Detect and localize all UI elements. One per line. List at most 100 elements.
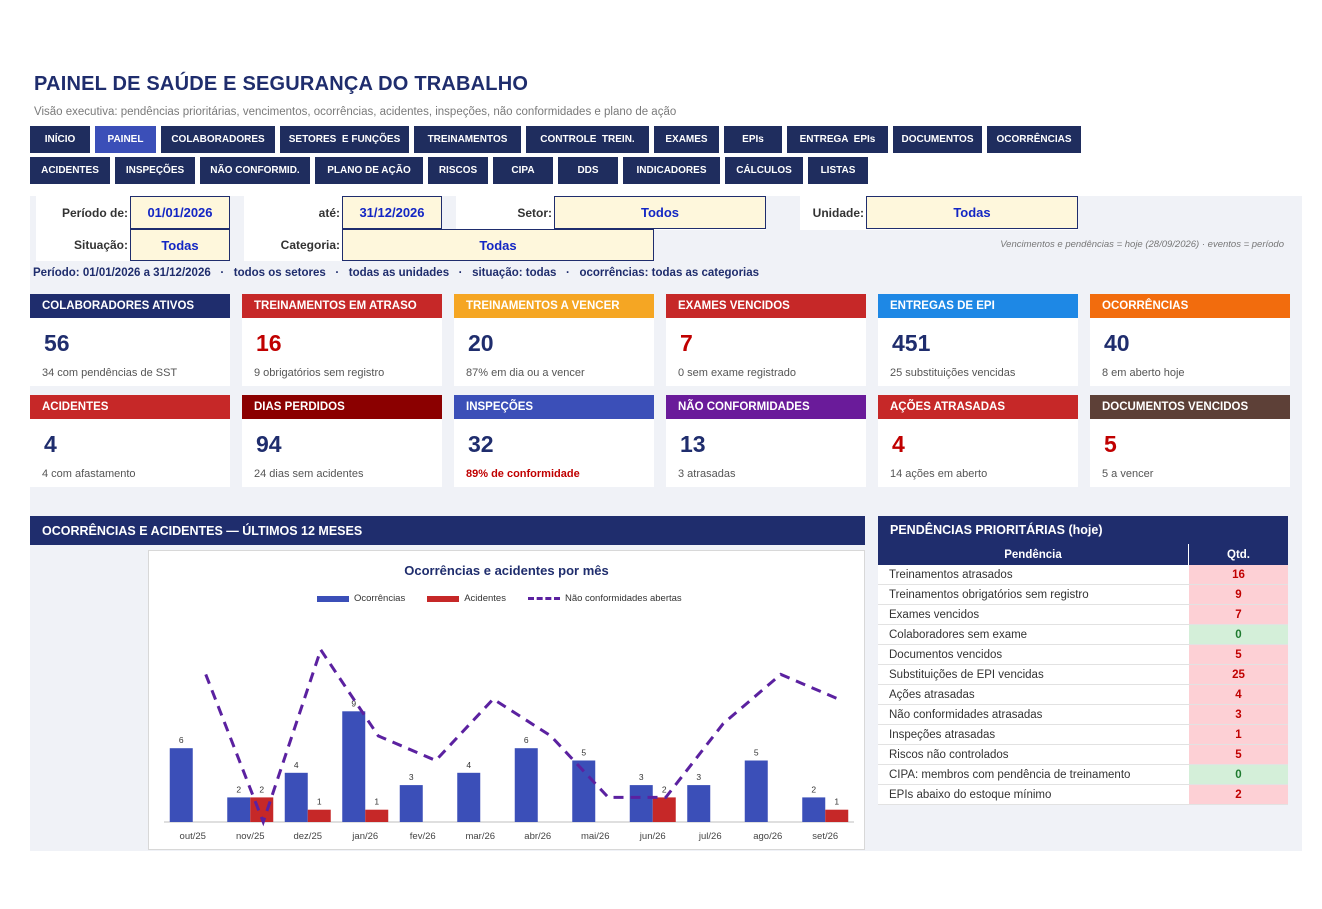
bar-ocorrencias bbox=[629, 785, 653, 822]
kpi-card-documentos-vencidos: DOCUMENTOS VENCIDOS 5 5 a vencer bbox=[1090, 395, 1290, 487]
nav-button-inspecoes[interactable]: INSPEÇÕES bbox=[115, 157, 195, 184]
card-title: ACIDENTES bbox=[30, 395, 230, 419]
bar-ocorrencias bbox=[457, 772, 481, 822]
nav-button-acidentes[interactable]: ACIDENTES bbox=[30, 157, 110, 184]
chart-container: Ocorrências e acidentes por mês Ocorrênc… bbox=[148, 550, 865, 850]
table-row: Colaboradores sem exame 0 bbox=[878, 625, 1288, 645]
pendencia-qtd: 9 bbox=[1189, 585, 1288, 604]
table-row: Exames vencidos 7 bbox=[878, 605, 1288, 625]
card-title: DOCUMENTOS VENCIDOS bbox=[1090, 395, 1290, 419]
card-subtext: 25 substituições vencidas bbox=[890, 367, 1016, 379]
kpi-card-acoes-atrasadas: AÇÕES ATRASADAS 4 14 ações em aberto bbox=[878, 395, 1078, 487]
data-label-acidentes: 2 bbox=[662, 784, 667, 794]
legend-item-ocorrencias: Ocorrências bbox=[317, 593, 405, 604]
line-nao-conformidades bbox=[204, 646, 839, 827]
x-tick-label: ago/26 bbox=[753, 831, 782, 842]
table-row: Inspeções atrasadas 1 bbox=[878, 725, 1288, 745]
data-label-ocorrencias: 5 bbox=[754, 748, 759, 758]
pendencia-qtd: 1 bbox=[1189, 725, 1288, 744]
bar-ocorrencias bbox=[227, 797, 251, 822]
kpi-card-inspecoes: INSPEÇÕES 32 89% de conformidade bbox=[454, 395, 654, 487]
nav-button-indicadores[interactable]: INDICADORES bbox=[623, 157, 720, 184]
bar-ocorrencias bbox=[514, 748, 538, 822]
table-header: Pendência Qtd. bbox=[878, 544, 1288, 565]
nav-button-exames[interactable]: EXAMES bbox=[654, 126, 719, 153]
nav-button-plano-de-acao[interactable]: PLANO DE AÇÃO bbox=[315, 157, 423, 184]
bar-acidentes bbox=[652, 797, 676, 822]
pendencia-label: Documentos vencidos bbox=[889, 648, 1003, 661]
pendencias-header: PENDÊNCIAS PRIORITÁRIAS (hoje) bbox=[878, 516, 1288, 544]
kpi-card-dias-perdidos: DIAS PERDIDOS 94 24 dias sem acidentes bbox=[242, 395, 442, 487]
card-title: ENTREGAS DE EPI bbox=[878, 294, 1078, 318]
kpi-card-colaboradores-ativos: COLABORADORES ATIVOS 56 34 com pendências … bbox=[30, 294, 230, 386]
x-tick-label: mar/26 bbox=[465, 831, 495, 842]
table-row: Treinamentos atrasados 16 bbox=[878, 565, 1288, 585]
pendencia-label: Exames vencidos bbox=[889, 608, 980, 621]
col-pendencia: Pendência bbox=[878, 544, 1189, 565]
periodo-label: Período de: bbox=[61, 206, 128, 220]
periodo-de-field[interactable]: 01/01/2026 bbox=[130, 196, 230, 229]
x-tick-label: set/26 bbox=[812, 831, 838, 842]
data-label-ocorrencias: 2 bbox=[236, 784, 241, 794]
situacao-label: Situação: bbox=[73, 238, 128, 252]
pendencia-qtd: 0 bbox=[1189, 625, 1288, 644]
nav-button-riscos[interactable]: RISCOS bbox=[428, 157, 488, 184]
nav-button-documentos[interactable]: DOCUMENTOS bbox=[893, 126, 982, 153]
card-value: 94 bbox=[256, 431, 282, 457]
table-row: Ações atrasadas 4 bbox=[878, 685, 1288, 705]
x-tick-label: nov/25 bbox=[236, 831, 265, 842]
x-tick-label: jul/26 bbox=[698, 831, 722, 842]
nav-button-ocorrencias[interactable]: OCORRÊNCIAS bbox=[987, 126, 1081, 153]
card-subtext: 89% de conformidade bbox=[466, 468, 580, 480]
nav-button-controle-trein[interactable]: CONTROLE TREIN. bbox=[526, 126, 649, 153]
note-text: Vencimentos e pendências = hoje (28/09/2… bbox=[1000, 239, 1284, 250]
nav-button-setores-e-funcoes[interactable]: SETORES E FUNÇÕES bbox=[280, 126, 409, 153]
nav-button-colaboradores[interactable]: COLABORADORES bbox=[161, 126, 275, 153]
bar-ocorrencias bbox=[284, 772, 308, 822]
nav-button-inicio[interactable]: INÍCIO bbox=[30, 126, 90, 153]
situacao-select[interactable]: Todas bbox=[130, 229, 230, 261]
nav-button-dds[interactable]: DDS bbox=[558, 157, 618, 184]
unidade-select[interactable]: Todas bbox=[866, 196, 1078, 229]
nav-button-listas[interactable]: LISTAS bbox=[808, 157, 868, 184]
card-title: TREINAMENTOS EM ATRASO bbox=[242, 294, 442, 318]
col-qtd: Qtd. bbox=[1227, 548, 1250, 561]
page-title: PAINEL DE SAÚDE E SEGURANÇA DO TRABALHO bbox=[34, 73, 529, 95]
data-label-ocorrencias: 3 bbox=[696, 772, 701, 782]
card-subtext: 24 dias sem acidentes bbox=[254, 468, 364, 480]
pendencia-qtd: 16 bbox=[1189, 565, 1288, 584]
setor-select[interactable]: Todos bbox=[554, 196, 766, 229]
bar-ocorrencias bbox=[802, 797, 826, 822]
card-value: 40 bbox=[1104, 330, 1130, 356]
legend-swatch bbox=[427, 595, 460, 602]
x-tick-label: out/25 bbox=[180, 831, 206, 842]
nav-button-painel[interactable]: PAINEL bbox=[95, 126, 156, 153]
card-title: EXAMES VENCIDOS bbox=[666, 294, 866, 318]
pendencia-label: Substituições de EPI vencidas bbox=[889, 668, 1044, 681]
legend-label: Ocorrências bbox=[354, 593, 406, 604]
x-tick-label: dez/25 bbox=[293, 831, 322, 842]
nav-button-cipa[interactable]: CIPA bbox=[493, 157, 553, 184]
pendencia-label: CIPA: membros com pendência de treinamen… bbox=[889, 768, 1131, 781]
nav-button-entrega-epis[interactable]: ENTREGA EPIs bbox=[787, 126, 888, 153]
nav-button-calculos[interactable]: CÁLCULOS bbox=[725, 157, 803, 184]
nav-button-treinamentos[interactable]: TREINAMENTOS bbox=[414, 126, 521, 153]
periodo-ate-field[interactable]: 31/12/2026 bbox=[342, 196, 442, 229]
bar-ocorrencias bbox=[744, 760, 768, 822]
card-value: 32 bbox=[468, 431, 494, 457]
pendencia-label: Não conformidades atrasadas bbox=[889, 708, 1043, 721]
card-subtext: 34 com pendências de SST bbox=[42, 367, 178, 379]
nav-button-nao-conformid[interactable]: NÃO CONFORMID. bbox=[200, 157, 310, 184]
kpi-card-entregas-de-epi: ENTREGAS DE EPI 451 25 substituições venci… bbox=[878, 294, 1078, 386]
nav-row-1: INÍCIO PAINEL COLABORADORES SETORES E FUNÇÕ… bbox=[30, 126, 1081, 153]
card-subtext: 0 sem exame registrado bbox=[678, 367, 796, 379]
data-label-ocorrencias: 3 bbox=[639, 772, 644, 782]
bar-ocorrencias bbox=[399, 785, 423, 822]
pendencia-qtd: 3 bbox=[1189, 705, 1288, 724]
card-value: 4 bbox=[892, 431, 905, 457]
categoria-select[interactable]: Todas bbox=[342, 229, 654, 261]
data-label-ocorrencias: 9 bbox=[351, 698, 356, 708]
nav-button-epis[interactable]: EPIs bbox=[724, 126, 782, 153]
pendencia-qtd: 5 bbox=[1189, 645, 1288, 664]
card-value: 4 bbox=[44, 431, 57, 457]
